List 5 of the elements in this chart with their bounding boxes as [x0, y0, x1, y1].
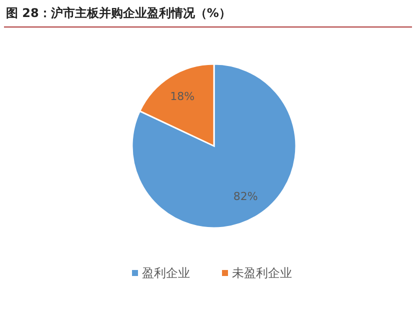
legend-label: 未盈利企业 — [232, 266, 292, 280]
data-label: 18% — [170, 90, 195, 104]
legend-label: 盈利企业 — [142, 266, 190, 280]
chart-title: 图 28：沪市主板并购企业盈利情况（%） — [6, 6, 231, 20]
data-label: 82% — [233, 190, 258, 203]
